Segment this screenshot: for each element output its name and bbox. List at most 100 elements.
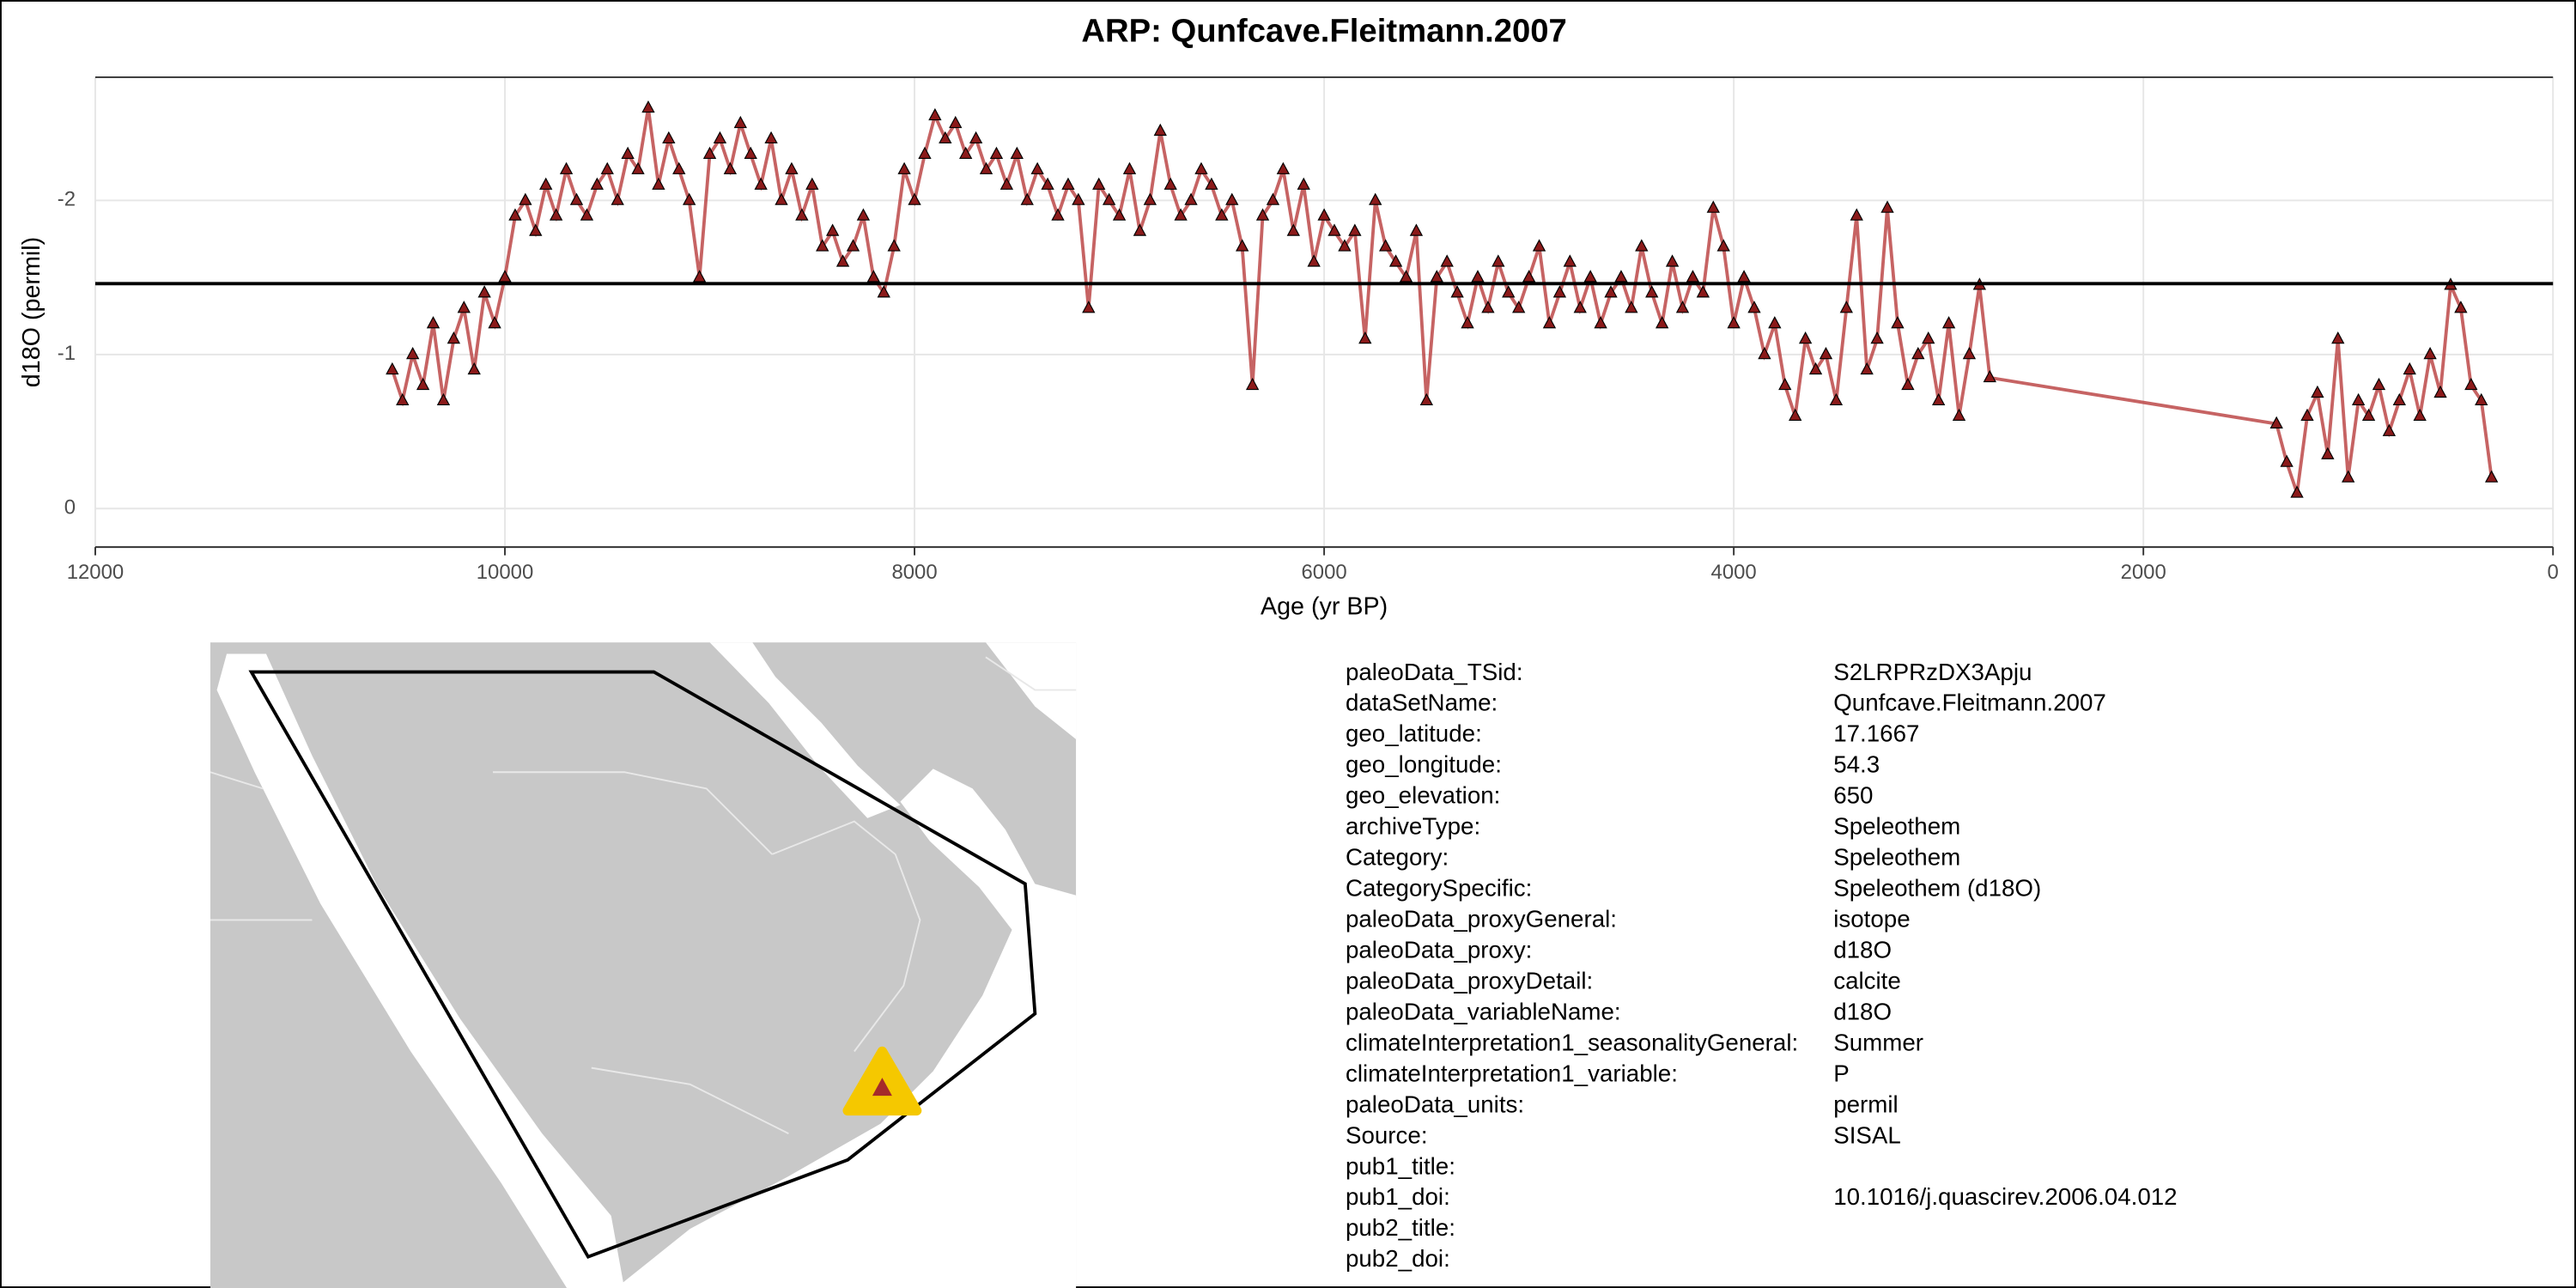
- meta-key: paleoData_proxy:: [1346, 936, 1532, 963]
- meta-key: pub2_title:: [1346, 1214, 1455, 1241]
- data-point: [744, 146, 757, 159]
- data-point: [1880, 200, 1894, 213]
- data-point: [600, 161, 614, 174]
- data-point: [1205, 177, 1218, 190]
- meta-key: paleoData_TSid:: [1346, 659, 1523, 685]
- data-point: [1941, 316, 1956, 329]
- data-point: [1297, 177, 1310, 190]
- data-point: [2269, 416, 2283, 428]
- data-point: [1163, 177, 1177, 190]
- data-point: [2342, 470, 2355, 483]
- data-point: [1931, 392, 1946, 406]
- data-point: [959, 146, 973, 159]
- data-point: [2280, 454, 2293, 467]
- arabian-sea: [616, 769, 1077, 1288]
- map: [210, 642, 1077, 1288]
- data-point: [1573, 301, 1587, 313]
- meta-key: Source:: [1346, 1121, 1428, 1148]
- meta-value: S2LRPRzDX3Apju: [1833, 659, 2032, 685]
- data-point: [1020, 192, 1034, 205]
- data-point: [918, 146, 932, 159]
- data-point: [2321, 447, 2335, 459]
- meta-value: 17.1667: [1833, 720, 1919, 747]
- y-tick-label: -1: [58, 342, 76, 365]
- persian-gulf: [648, 642, 901, 818]
- data-point: [702, 146, 717, 159]
- data-point: [447, 331, 461, 344]
- data-point: [1727, 316, 1741, 329]
- data-point: [1369, 192, 1382, 205]
- data-point: [1983, 369, 1996, 383]
- data-point: [1255, 208, 1270, 221]
- x-tick-label: 10000: [477, 561, 533, 584]
- data-point: [2413, 408, 2427, 421]
- meta-key: archiveType:: [1346, 813, 1480, 840]
- data-point: [2403, 361, 2416, 375]
- data-point: [1317, 208, 1331, 221]
- data-point: [1440, 254, 1454, 267]
- data-point: [1276, 161, 1291, 174]
- data-point: [1399, 270, 1413, 283]
- meta-key: paleoData_units:: [1346, 1091, 1524, 1117]
- data-point: [1583, 270, 1597, 283]
- data-point: [2464, 377, 2478, 391]
- data-point: [1758, 346, 1771, 360]
- meta-key: geo_longitude:: [1346, 751, 1502, 778]
- data-point: [1388, 254, 1403, 267]
- data-point: [816, 239, 829, 252]
- data-point: [1286, 223, 1300, 236]
- data-point: [979, 161, 993, 174]
- data-point: [1471, 270, 1485, 283]
- data-point: [713, 131, 727, 144]
- x-tick-label: 12000: [67, 561, 124, 584]
- data-point: [908, 192, 921, 205]
- red-sea: [216, 653, 625, 1288]
- data-point: [928, 107, 942, 121]
- meta-key: dataSetName:: [1346, 690, 1498, 716]
- data-point: [1563, 254, 1577, 267]
- data-point: [539, 177, 553, 190]
- data-point: [559, 161, 574, 174]
- data-point: [1532, 239, 1546, 252]
- data-point: [1419, 392, 1434, 406]
- data-point: [1860, 361, 1874, 375]
- data-point: [692, 270, 707, 283]
- data-point: [1030, 161, 1044, 174]
- meta-value: permil: [1833, 1091, 1899, 1117]
- data-point: [795, 208, 809, 221]
- data-point: [436, 392, 451, 406]
- data-point: [1839, 301, 1853, 313]
- data-point: [396, 392, 410, 406]
- data-point: [611, 192, 624, 205]
- data-point: [775, 192, 788, 205]
- data-point: [723, 161, 738, 174]
- data-point: [1552, 285, 1567, 298]
- data-point: [2331, 331, 2345, 344]
- meta-value: 650: [1833, 782, 1873, 809]
- meta-key: pub1_doi:: [1346, 1183, 1450, 1210]
- meta-value: d18O: [1833, 936, 1892, 963]
- data-point: [457, 301, 471, 313]
- data-point: [2475, 392, 2488, 406]
- data-point: [1502, 285, 1516, 298]
- data-point: [1665, 254, 1680, 267]
- x-tick-label: 8000: [891, 561, 937, 584]
- data-point: [1962, 346, 1977, 360]
- data-point: [1378, 239, 1393, 252]
- meta-key: pub2_doi:: [1346, 1245, 1450, 1272]
- data-point: [785, 161, 799, 174]
- data-point: [1768, 316, 1782, 329]
- data-point: [999, 177, 1014, 190]
- data-point: [641, 100, 655, 113]
- data-point: [1215, 208, 1229, 221]
- data-point: [662, 131, 676, 144]
- data-point: [2454, 301, 2468, 313]
- data-point: [733, 115, 747, 129]
- data-point: [1122, 161, 1137, 174]
- meta-value: Speleothem: [1833, 813, 1960, 840]
- site-marker-inner: [872, 1078, 892, 1097]
- meta-value: 54.3: [1833, 751, 1880, 778]
- data-point: [1061, 177, 1075, 190]
- data-point: [1911, 346, 1925, 360]
- data-point: [1492, 254, 1505, 267]
